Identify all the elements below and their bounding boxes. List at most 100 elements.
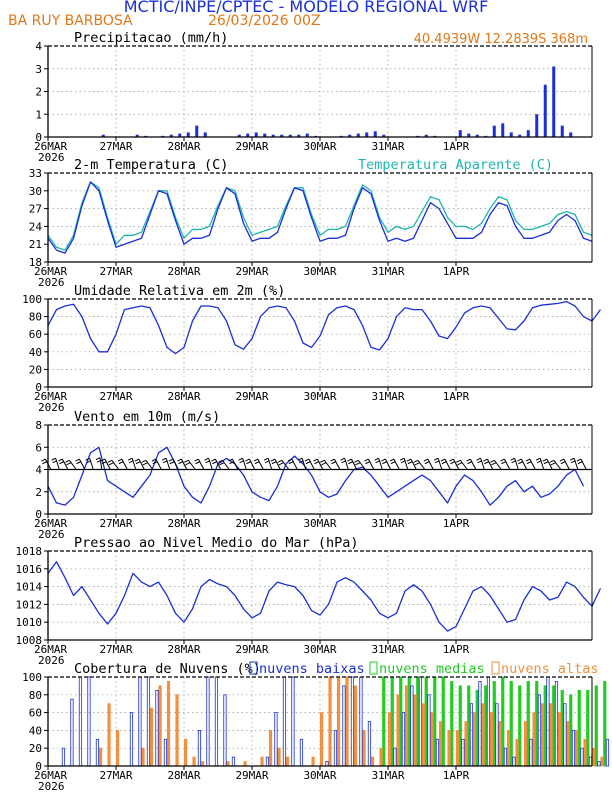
wind-barb-feather <box>86 460 92 464</box>
precip-bar <box>526 130 530 137</box>
wind-barb <box>242 458 247 470</box>
y-tick-label: 0 <box>35 381 42 394</box>
cloud-bar-nuvens-baixas <box>410 685 414 767</box>
cloud-bar-nuvens-medias <box>560 689 564 767</box>
cloud-bar-nuvens-baixas <box>350 676 355 767</box>
wind-barb-feather <box>477 460 483 464</box>
wind-barb <box>553 460 562 470</box>
cloud-bar-nuvens-baixas <box>197 730 202 767</box>
x-tick-label: 30MAR <box>303 643 336 656</box>
cloud-bar-nuvens-medias <box>492 681 496 767</box>
cloud-bar-nuvens-altas <box>438 721 443 767</box>
wind-barb-feather <box>253 458 259 462</box>
x-tick-label: 26MAR <box>34 265 67 278</box>
wind-barb-feather <box>107 459 113 463</box>
cloud-bar-nuvens-baixas <box>87 676 91 767</box>
x-tick-label: 1APR <box>443 390 470 403</box>
wind-barb-feather <box>254 461 260 465</box>
wind-barb <box>469 458 477 470</box>
cloud-bar-nuvens-baixas <box>588 756 593 767</box>
cloud-bar-nuvens-altas <box>404 685 409 767</box>
cloud-bar-nuvens-altas <box>574 730 579 767</box>
cloud-bar-nuvens-baixas <box>163 738 168 767</box>
y-tick-label: 0 <box>35 131 42 144</box>
cloud-bar-nuvens-altas <box>464 721 468 767</box>
wind-barb-feather <box>518 461 524 465</box>
cloud-bar-nuvens-altas <box>396 694 400 767</box>
wind-barb-feather <box>576 458 582 462</box>
precip-bar <box>178 133 182 137</box>
wind-barb <box>514 458 519 470</box>
y-tick-label: 8 <box>35 419 42 432</box>
y-tick-label: 3 <box>35 63 42 76</box>
wind-barb-feather <box>313 458 318 462</box>
cloud-bar-nuvens-baixas <box>605 738 610 767</box>
cloud-bar-nuvens-baixas <box>265 756 270 767</box>
wind-barb-feather <box>569 457 575 461</box>
cloud-bar-nuvens-altas <box>285 756 290 767</box>
y-tick-label: 100 <box>22 293 42 306</box>
cloud-bar-nuvens-baixas <box>70 698 74 767</box>
precip-bar <box>305 133 309 137</box>
x-tick-label: 27MAR <box>99 140 132 153</box>
cloud-bar-nuvens-altas <box>591 747 596 767</box>
wind-barb-feather <box>278 462 284 466</box>
y-tick-label: 80 <box>29 689 42 702</box>
wind-barb <box>333 458 341 470</box>
cloud-bar-nuvens-altas <box>540 703 545 767</box>
wind-barb-feather <box>424 461 430 465</box>
x-tick-label: 1APR <box>443 769 470 782</box>
wind-barb <box>214 458 222 470</box>
wind-barb <box>131 458 137 470</box>
wind-barb <box>393 458 400 470</box>
legend-nuvens-altas-swatch <box>491 661 500 675</box>
cloud-bar-nuvens-altas <box>166 681 171 767</box>
wind-barb <box>89 458 94 470</box>
wind-barb-feather <box>239 460 245 464</box>
wind-barb-feather <box>178 461 184 465</box>
wind-barb-feather <box>277 459 283 463</box>
cloud-bar-nuvens-altas <box>447 730 451 767</box>
wind-barb-feather <box>101 461 107 465</box>
cloud-bar-nuvens-altas <box>158 685 162 767</box>
y-tick-label: 21 <box>29 238 42 251</box>
y-tick-label: 33 <box>29 167 42 180</box>
y-tick-label: 4 <box>35 40 42 53</box>
panel-title: Cobertura de Nuvens (%) <box>74 661 261 677</box>
cloud-bar-nuvens-medias <box>458 685 462 767</box>
x-tick-label: 29MAR <box>235 643 268 656</box>
y-tick-label: 1 <box>35 108 42 121</box>
wind-barb-feather <box>142 462 148 466</box>
cloud-bar-nuvens-baixas <box>95 738 100 767</box>
cloud-bar-nuvens-baixas <box>418 676 423 767</box>
cloud-bar-nuvens-altas <box>413 694 417 767</box>
wind-barb-feather <box>127 457 133 461</box>
precip-bar <box>195 125 199 137</box>
x-year-label: 2026 <box>38 276 65 289</box>
cloud-bar-nuvens-baixas <box>359 676 363 767</box>
x-year-label: 2026 <box>38 528 65 541</box>
precip-bar <box>475 134 479 137</box>
wind-barb-feather <box>542 458 548 462</box>
cloud-bar-nuvens-baixas <box>563 703 567 767</box>
cloud-bar-nuvens-altas <box>379 747 383 767</box>
cloud-bar-nuvens-altas <box>328 676 332 767</box>
wind-barb <box>172 458 179 470</box>
wind-barb-feather <box>330 458 335 462</box>
x-tick-label: 27MAR <box>99 517 132 530</box>
wind-barb-feather <box>264 460 270 464</box>
wind-barb-feather <box>263 457 269 461</box>
wind-barb-feather <box>500 458 505 462</box>
wind-barb-feather <box>298 460 304 464</box>
wind-barb-feather <box>467 461 473 465</box>
wind-barb <box>350 458 358 470</box>
cloud-bar-nuvens-altas <box>523 721 528 767</box>
wind-barb <box>344 458 349 470</box>
y-tick-label: 0 <box>35 760 42 773</box>
x-tick-label: 31MAR <box>371 265 404 278</box>
y-tick-label: 1010 <box>16 616 43 629</box>
wind-barb-feather <box>450 461 456 465</box>
cloud-bar-nuvens-altas <box>421 703 426 767</box>
wind-barb-feather <box>560 461 566 465</box>
wind-barb <box>111 460 120 470</box>
